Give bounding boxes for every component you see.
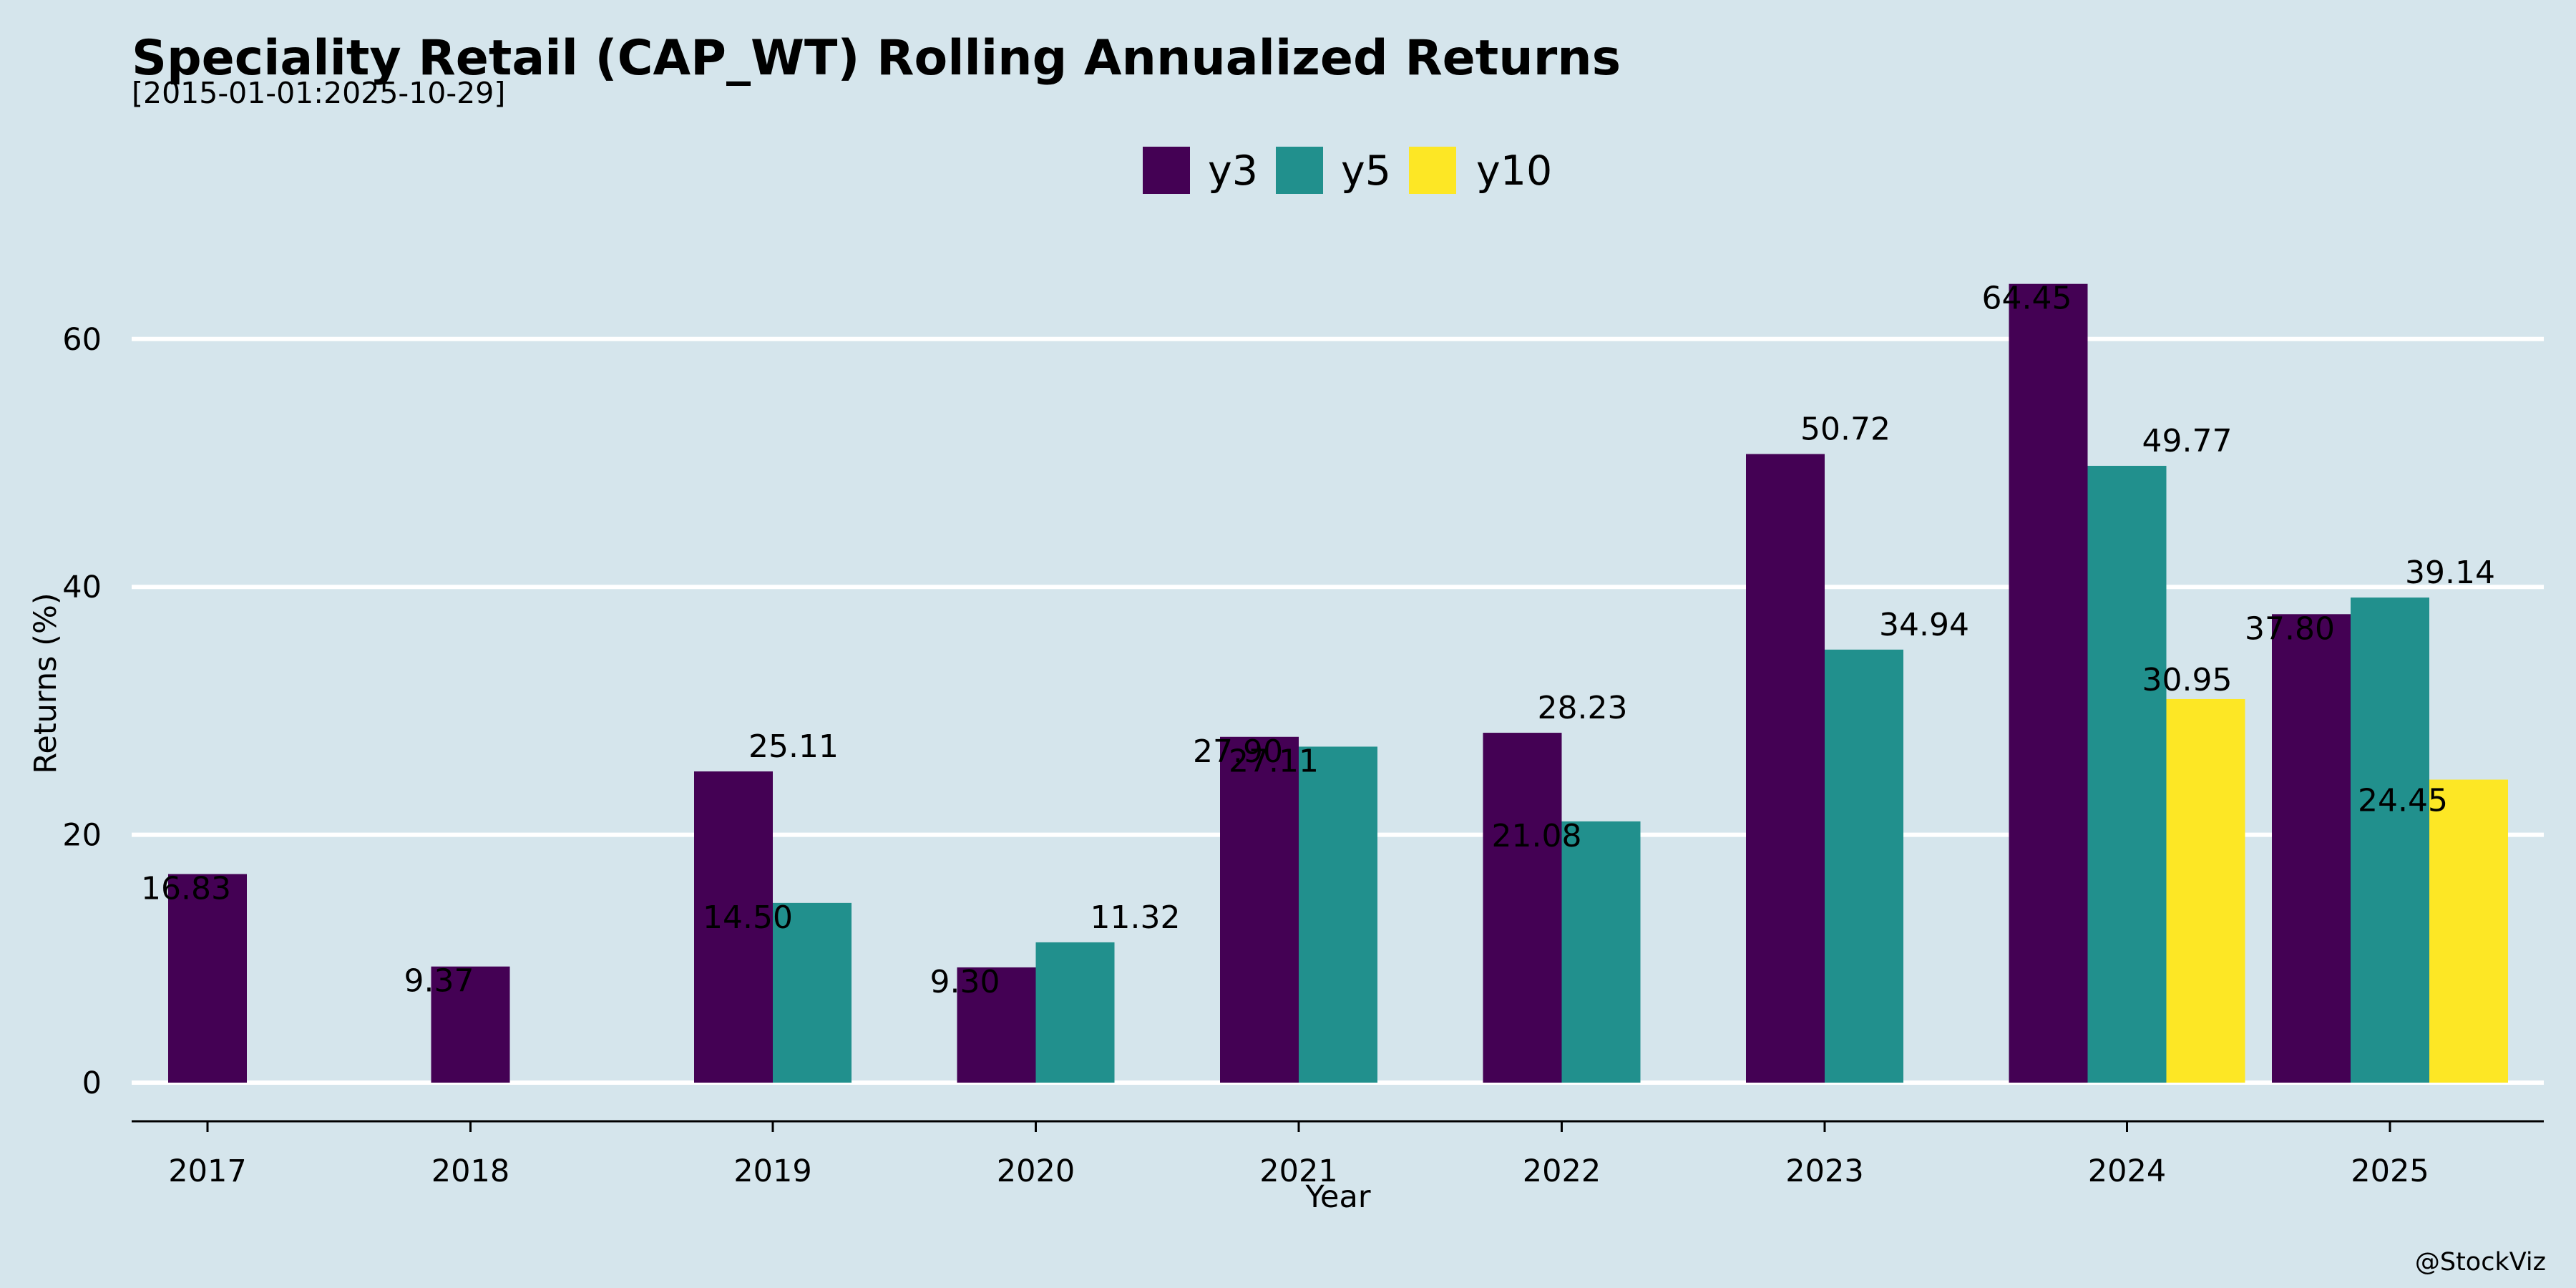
x-tick-label: 2024 (2088, 1153, 2166, 1189)
x-tick-label: 2019 (733, 1153, 811, 1189)
data-label-y3-2020: 9.30 (930, 964, 1000, 1000)
data-label-y3-2017: 16.83 (141, 871, 231, 907)
bar-y3-2024 (2009, 283, 2088, 1083)
bar-y5-2022 (1561, 821, 1641, 1083)
data-label-y3-2019: 25.11 (748, 728, 839, 765)
x-tick-label: 2018 (431, 1153, 509, 1189)
y-tick-label: 20 (62, 818, 102, 854)
bar-y3-2017 (168, 874, 247, 1083)
legend-swatch-y3 (1143, 147, 1190, 194)
bar-y3-2018 (431, 966, 510, 1083)
y-axis-label: Returns (%) (28, 592, 64, 774)
legend-label-y10: y10 (1476, 147, 1552, 195)
bar-y5-2020 (1035, 942, 1115, 1083)
bar-y3-2025 (2272, 614, 2351, 1083)
data-label-y3-2025: 37.80 (2245, 610, 2335, 647)
bar-y3-2021 (1220, 736, 1299, 1083)
x-tick-label: 2020 (997, 1153, 1075, 1189)
bars (168, 283, 2508, 1083)
data-label-y10-2024: 30.95 (2142, 662, 2233, 698)
legend: y3 y5 y10 (1143, 147, 1552, 195)
data-label-y5-2020: 11.32 (1091, 899, 1181, 936)
data-label-y5-2021: 27.11 (1229, 743, 1319, 779)
bar-y3-2023 (1746, 454, 1825, 1083)
bar-y5-2025 (2351, 597, 2429, 1083)
bar-y5-2019 (773, 902, 852, 1083)
y-tick-label: 0 (82, 1065, 102, 1101)
bar-y10-2025 (2429, 779, 2508, 1083)
data-label-y3-2023: 50.72 (1800, 411, 1890, 448)
legend-swatch-y10 (1409, 147, 1456, 194)
data-label-y5-2025: 39.14 (2405, 555, 2495, 591)
data-label-y5-2023: 34.94 (1879, 607, 1969, 643)
data-label-y3-2021: 27.90 (1193, 733, 1283, 770)
x-tick-label: 2017 (168, 1153, 246, 1189)
legend-label-y5: y5 (1341, 147, 1391, 195)
x-tick-label: 2025 (2351, 1153, 2429, 1189)
data-label-y5-2024: 49.77 (2142, 423, 2233, 459)
data-label-y10-2025: 24.45 (2358, 783, 2448, 819)
bar-y5-2023 (1825, 649, 1903, 1083)
data-label-y5-2022: 21.08 (1492, 818, 1582, 854)
y-axis: 0 20 40 60 (62, 322, 102, 1101)
data-label-y3-2024: 64.45 (1982, 280, 2072, 317)
data-labels: 16.83 9.37 25.11 9.30 27.90 28.23 50.72 64.45 37… (141, 280, 2495, 1000)
data-label-y3-2018: 9.37 (404, 963, 474, 1000)
bar-y3-2020 (957, 967, 1036, 1083)
x-axis-label: Year (1304, 1179, 1370, 1215)
data-label-y5-2019: 14.50 (703, 899, 793, 936)
y-tick-label: 60 (62, 322, 102, 358)
bar-y3-2019 (694, 771, 773, 1083)
bar-y5-2024 (2087, 465, 2167, 1083)
data-label-y3-2022: 28.23 (1538, 690, 1628, 726)
bar-y10-2024 (2166, 698, 2245, 1083)
legend-swatch-y5 (1276, 147, 1323, 194)
x-tick-label: 2022 (1523, 1153, 1601, 1189)
bar-y5-2021 (1299, 746, 1377, 1083)
x-tick-label: 2023 (1785, 1153, 1863, 1189)
chart-subtitle: [2015-01-01:2025-10-29] (132, 76, 505, 110)
x-tick-label: 2021 (1259, 1153, 1337, 1189)
y-tick-label: 40 (62, 570, 102, 605)
watermark: @StockViz (2415, 1248, 2546, 1277)
x-axis: 2017 2018 2019 2020 2021 2022 2023 2024 2025 (132, 1120, 2544, 1189)
chart-title: Speciality Retail (CAP_WT) Rolling Annua… (132, 30, 1621, 87)
legend-label-y3: y3 (1208, 147, 1258, 195)
bar-y3-2022 (1483, 733, 1562, 1083)
